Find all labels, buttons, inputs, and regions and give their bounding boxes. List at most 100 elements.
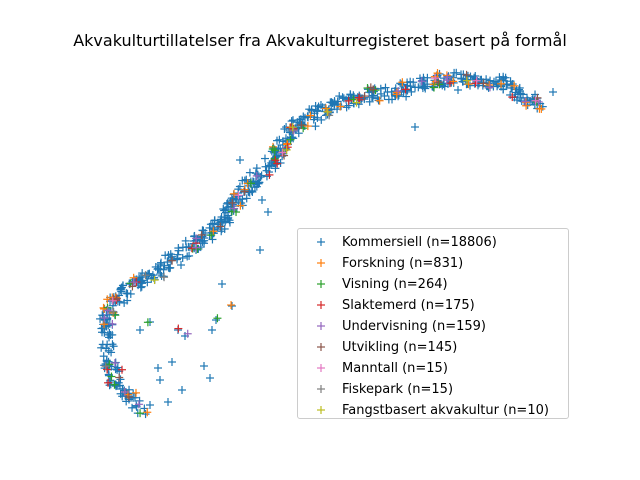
point-kommersiell bbox=[376, 84, 385, 93]
point-kommersiell bbox=[267, 160, 276, 169]
point-kommersiell bbox=[407, 87, 416, 96]
point-kommersiell bbox=[254, 178, 263, 187]
point-kommersiell bbox=[454, 86, 462, 94]
point-series-4 bbox=[108, 319, 117, 328]
point-series-3 bbox=[508, 93, 517, 102]
point-kommersiell bbox=[164, 398, 172, 406]
legend-label: Undervisning (n=159) bbox=[342, 318, 486, 334]
point-series-5 bbox=[168, 256, 177, 265]
point-series-1 bbox=[131, 388, 140, 397]
legend-label: Forskning (n=831) bbox=[342, 255, 464, 271]
point-kommersiell bbox=[261, 162, 270, 171]
point-kommersiell bbox=[384, 95, 393, 104]
point-kommersiell bbox=[200, 239, 209, 248]
point-kommersiell bbox=[235, 182, 244, 191]
point-kommersiell bbox=[228, 302, 236, 310]
legend-marker-icon bbox=[306, 379, 336, 399]
point-series-6 bbox=[234, 191, 243, 200]
point-kommersiell bbox=[125, 385, 134, 394]
point-series-8 bbox=[282, 145, 291, 154]
point-kommersiell bbox=[536, 99, 545, 108]
point-series-3 bbox=[344, 96, 353, 105]
point-kommersiell bbox=[248, 177, 257, 186]
point-kommersiell bbox=[100, 361, 109, 370]
point-kommersiell bbox=[210, 225, 219, 234]
point-kommersiell bbox=[177, 261, 186, 270]
point-kommersiell bbox=[168, 358, 176, 366]
point-kommersiell bbox=[515, 85, 524, 94]
point-series-4 bbox=[192, 243, 201, 252]
point-series-7 bbox=[108, 307, 117, 316]
point-series-6 bbox=[278, 148, 287, 157]
point-series-4 bbox=[486, 83, 495, 92]
point-kommersiell bbox=[466, 81, 475, 90]
point-kommersiell bbox=[275, 135, 284, 144]
point-kommersiell bbox=[256, 246, 264, 254]
point-series-2 bbox=[429, 83, 438, 92]
point-kommersiell bbox=[102, 344, 111, 353]
point-series-7 bbox=[325, 111, 334, 120]
point-kommersiell bbox=[178, 253, 187, 262]
point-series-7 bbox=[160, 273, 169, 282]
point-series-3 bbox=[118, 365, 127, 374]
point-series-2 bbox=[246, 179, 255, 188]
point-kommersiell bbox=[208, 235, 217, 244]
point-kommersiell bbox=[174, 246, 183, 255]
point-kommersiell bbox=[342, 103, 351, 112]
point-kommersiell bbox=[108, 340, 117, 349]
point-kommersiell bbox=[154, 364, 162, 372]
point-kommersiell bbox=[173, 250, 182, 259]
point-series-3 bbox=[271, 156, 280, 165]
point-series-2 bbox=[270, 154, 279, 163]
point-kommersiell bbox=[111, 382, 120, 391]
point-series-6 bbox=[531, 96, 540, 105]
point-series-5 bbox=[197, 230, 206, 239]
point-series-3 bbox=[174, 324, 183, 333]
legend-entry: Forskning (n=831) bbox=[306, 253, 463, 273]
point-series-5 bbox=[128, 282, 137, 291]
point-series-6 bbox=[108, 296, 117, 305]
point-kommersiell bbox=[242, 194, 251, 203]
point-kommersiell bbox=[205, 223, 214, 232]
point-series-4 bbox=[417, 77, 426, 86]
legend-entry: Undervisning (n=159) bbox=[306, 316, 486, 336]
point-kommersiell bbox=[106, 331, 115, 340]
point-kommersiell bbox=[232, 194, 241, 203]
legend-label: Utvikling (n=145) bbox=[342, 339, 458, 355]
point-series-2 bbox=[232, 208, 241, 217]
point-kommersiell bbox=[225, 218, 234, 227]
point-kommersiell bbox=[212, 316, 220, 324]
point-series-8 bbox=[288, 123, 297, 132]
point-kommersiell bbox=[406, 82, 415, 91]
point-series-1 bbox=[510, 81, 519, 90]
legend-label: Slaktemerd (n=175) bbox=[342, 297, 475, 313]
point-series-4 bbox=[100, 314, 109, 323]
legend-marker-icon bbox=[306, 358, 336, 378]
point-kommersiell bbox=[105, 329, 114, 338]
point-kommersiell bbox=[97, 343, 106, 352]
legend-entry: Slaktemerd (n=175) bbox=[306, 295, 475, 315]
point-series-1 bbox=[497, 79, 506, 88]
point-series-5 bbox=[228, 198, 237, 207]
point-series-2 bbox=[143, 318, 152, 327]
point-series-2 bbox=[363, 84, 372, 93]
point-series-4 bbox=[289, 126, 298, 135]
point-kommersiell bbox=[181, 236, 190, 245]
point-kommersiell bbox=[126, 289, 135, 298]
point-kommersiell bbox=[381, 83, 390, 92]
point-kommersiell bbox=[250, 183, 259, 192]
point-series-1 bbox=[336, 102, 345, 111]
point-series-1 bbox=[398, 78, 407, 87]
legend-marker-icon bbox=[306, 316, 336, 336]
point-series-5 bbox=[297, 121, 306, 130]
point-kommersiell bbox=[280, 125, 289, 134]
point-series-2 bbox=[136, 409, 145, 418]
point-series-8 bbox=[352, 98, 361, 107]
point-series-5 bbox=[216, 222, 225, 231]
point-series-3 bbox=[401, 85, 410, 94]
point-series-1 bbox=[449, 77, 458, 86]
legend-marker-icon bbox=[306, 232, 336, 252]
point-series-2 bbox=[193, 244, 202, 253]
point-kommersiell bbox=[226, 197, 235, 206]
point-kommersiell bbox=[143, 278, 152, 287]
